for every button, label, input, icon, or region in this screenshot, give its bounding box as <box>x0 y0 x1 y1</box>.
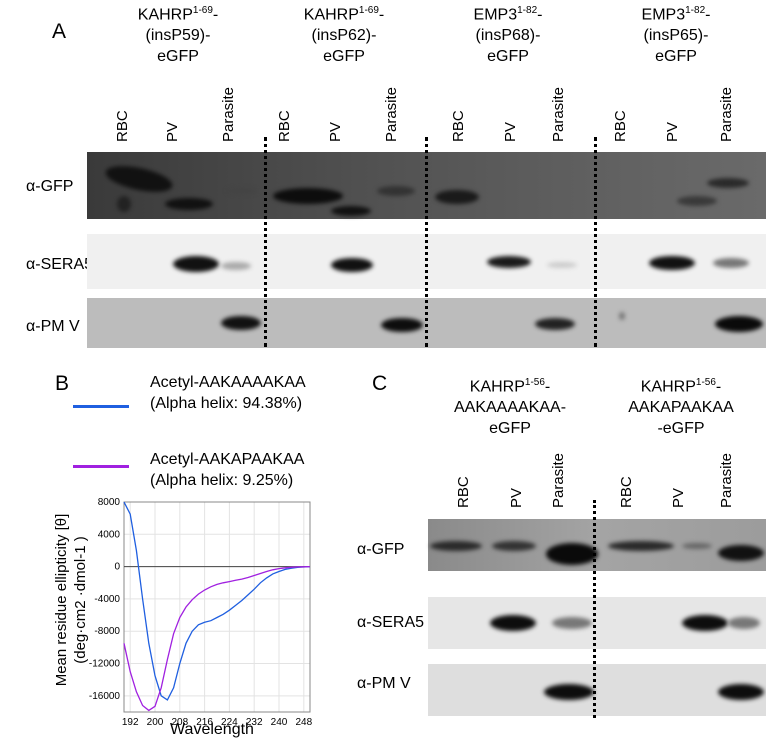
x-axis-label: Wavelength <box>170 721 254 738</box>
series-line-1 <box>123 565 311 712</box>
y-tick-label: -16000 <box>89 691 121 702</box>
x-tick-label: 208 <box>171 717 188 728</box>
lane-label: Parasite <box>383 86 400 142</box>
construct-label: KAHRP1-69- (insP59)- eGFP <box>137 5 219 66</box>
x-tick-label: 200 <box>147 717 164 728</box>
panel-c-letter: C <box>372 372 388 395</box>
panel-a-antibody-gfp: α-GFP <box>26 178 74 195</box>
y-tick-label: -8000 <box>94 626 120 637</box>
lane-label: Parasite <box>718 86 735 142</box>
x-tick-label: 240 <box>271 717 288 728</box>
legend-entry-helix: Acetyl-AAKAAAAKAA (Alpha helix: 94.38%) <box>150 374 306 412</box>
panel-c-pmv-blot <box>428 664 766 716</box>
construct-label: EMP31-82- (insP68)- eGFP <box>473 5 543 66</box>
lane-label: Parasite <box>550 452 567 508</box>
lane-label: PV <box>670 487 687 508</box>
construct-label: KAHRP1-69- (insP62)- eGFP <box>303 5 385 66</box>
lane-label: PV <box>164 121 181 142</box>
panel-a-antibody-sera5: α-SERA5 <box>26 256 94 273</box>
lane-label: RBC <box>612 110 629 142</box>
legend-entry-proline: Acetyl-AAKAPAAKAA (Alpha helix: 9.25%) <box>150 451 305 489</box>
y-tick-label: 8000 <box>98 497 121 508</box>
panel-a-separator-2 <box>425 137 428 347</box>
construct-label: KAHRP1-56- AAKAAAAKAA-eGFP <box>453 377 567 438</box>
x-tick-label: 192 <box>122 717 139 728</box>
panel-c-antibody-sera5: α-SERA5 <box>357 614 425 631</box>
lane-label: RBC <box>455 476 472 508</box>
panel-a-letter: A <box>52 20 67 43</box>
x-tick-label: 232 <box>246 717 263 728</box>
x-tick-label: 248 <box>295 717 312 728</box>
lane-label: Parasite <box>550 86 567 142</box>
lane-label: RBC <box>276 110 293 142</box>
lane-label: PV <box>508 487 525 508</box>
x-tick-label: 224 <box>221 717 238 728</box>
y-tick-label: 0 <box>114 562 120 573</box>
series-line-0 <box>123 501 311 701</box>
x-tick-label: 216 <box>196 717 213 728</box>
lane-label: PV <box>502 121 519 142</box>
lane-label: Parasite <box>718 452 735 508</box>
panel-a-separator-3 <box>594 137 597 347</box>
legend-swatch-helix <box>73 405 129 408</box>
lane-label: PV <box>664 121 681 142</box>
panel-c-sera5-blot <box>428 597 766 649</box>
panel-c-separator <box>593 500 596 718</box>
panel-c-antibody-pmv: α-PM V <box>357 675 411 692</box>
lane-label: RBC <box>450 110 467 142</box>
y-tick-label: 4000 <box>98 529 121 540</box>
panel-a-separator-1 <box>264 137 267 347</box>
y-tick-label: -12000 <box>89 659 121 670</box>
panel-c-gfp-blot <box>428 519 766 571</box>
construct-label: KAHRP1-56- AAKAPAAKAA -eGFP <box>628 377 734 438</box>
lane-label: RBC <box>618 476 635 508</box>
panel-c-antibody-gfp: α-GFP <box>357 541 405 558</box>
cd-spectrum-chart: 192 200 208 216 224 232 240 248 8000 4000 0 -4000 -8… <box>89 497 313 738</box>
panel-b-letter: B <box>55 372 70 395</box>
plot-frame <box>123 501 311 713</box>
legend-swatch-proline <box>73 465 129 468</box>
panel-a-antibody-pmv: α-PM V <box>26 318 80 335</box>
y-axis-label: Mean residue ellipticity [θ] (deg·cm2 ·d… <box>53 513 89 687</box>
lane-label: PV <box>327 121 344 142</box>
lane-label: RBC <box>114 110 131 142</box>
construct-label: EMP31-82- (insP65)- eGFP <box>641 5 711 66</box>
y-tick-label: -4000 <box>94 594 120 605</box>
lane-label: Parasite <box>220 86 237 142</box>
